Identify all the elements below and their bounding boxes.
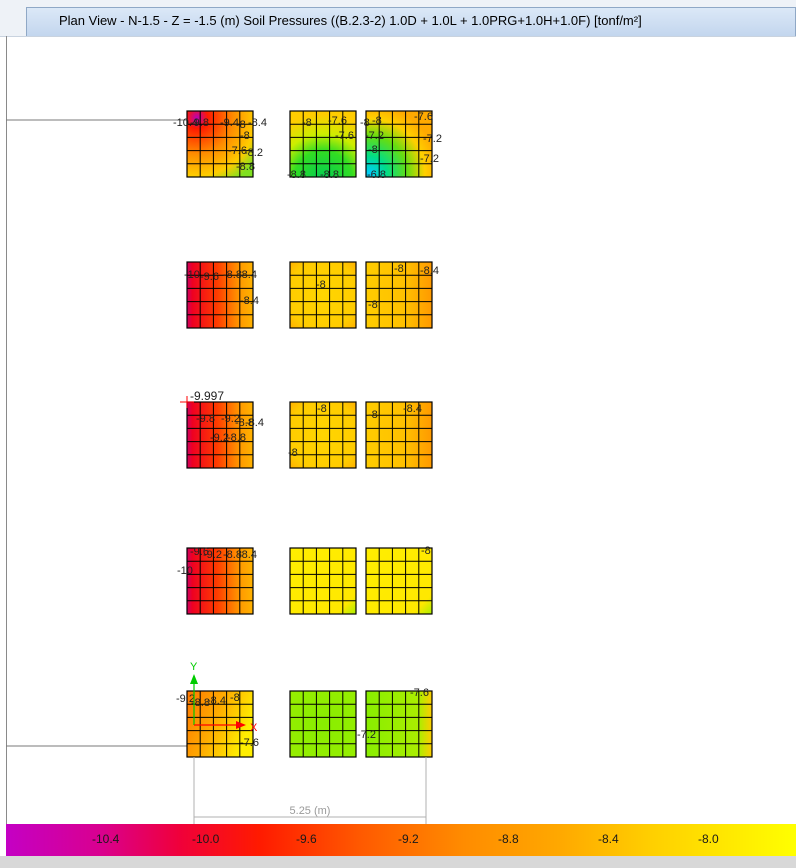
contour-label: -7.2 — [357, 729, 376, 741]
footing-panel[interactable] — [365, 547, 433, 615]
dimension-line: 5.25 (m) — [193, 757, 427, 824]
axis-y-label: Y — [190, 661, 198, 673]
plan-view-canvas[interactable]: -10.4-9.8 -9.4-8 -8.4-8-7.6-8.2-8.8-8 -7.6-… — [0, 36, 796, 824]
footing-panel[interactable] — [186, 547, 254, 615]
contour-label: -8 — [317, 403, 327, 415]
contour-label: -10 — [184, 269, 200, 281]
annotations-layer: -10.4-9.8 -9.4-8 -8.4-8-7.6-8.2-8.8-8 -7.6-… — [173, 111, 442, 824]
contour-label: -8.8 — [320, 169, 339, 181]
footing-panel[interactable] — [186, 401, 254, 469]
dimension-label: 5.25 (m) — [290, 805, 331, 817]
footing-panel[interactable] — [186, 110, 254, 178]
contour-label: -8 — [316, 279, 326, 291]
contour-label: -6.8 — [367, 169, 386, 181]
window-titlebar: Plan View - N-1.5 - Z = -1.5 (m) Soil Pr… — [0, 0, 796, 37]
contour-label: -7.2 — [423, 133, 442, 145]
legend-label: -8.0 — [698, 832, 719, 846]
contour-label: -7.6 — [410, 687, 429, 699]
contour-label: -9.997 — [190, 389, 224, 403]
contour-label: -8.8 — [227, 432, 246, 444]
legend-label: -9.6 — [296, 832, 317, 846]
footing-panel[interactable] — [289, 261, 357, 329]
contour-label: -8 — [394, 263, 404, 275]
contour-label: -7.6 — [228, 145, 247, 157]
axis-x-label: X — [250, 722, 258, 734]
contour-label: -8.4 — [248, 117, 267, 129]
contour-label: -8.8 — [191, 697, 210, 709]
contour-label: -9.8 — [196, 413, 215, 425]
footings-layer — [186, 110, 433, 758]
footing-panel[interactable] — [365, 261, 433, 329]
status-bar — [0, 856, 796, 868]
contour-label: -8 — [421, 545, 431, 557]
legend-label: -10.4 — [92, 832, 120, 846]
contour-label: -8.8 — [235, 417, 254, 429]
contour-label: -9.6 — [200, 271, 219, 283]
contour-label: -9.4 — [220, 117, 239, 129]
contour-label: -7.2 — [365, 130, 384, 142]
contour-label: -8.4 — [207, 695, 226, 707]
contour-label: -8.4 — [245, 417, 264, 429]
contour-label: -8 — [368, 409, 378, 421]
legend-label: -10.0 — [192, 832, 220, 846]
axis-triad: YX — [190, 661, 258, 734]
contour-label: -9.8 — [190, 117, 209, 129]
view-title-tab[interactable]: Plan View - N-1.5 - Z = -1.5 (m) Soil Pr… — [26, 7, 796, 36]
contour-label: -8.4 — [238, 549, 257, 561]
footing-panel[interactable] — [289, 690, 357, 758]
footing-panel[interactable] — [365, 401, 433, 469]
contour-label: -8.4 — [420, 265, 439, 277]
contour-label: -7.6 — [240, 737, 259, 749]
contour-label: -7.6 — [328, 115, 347, 127]
footing-panel[interactable] — [365, 110, 433, 178]
contour-label: -9.2 — [203, 549, 222, 561]
contour-label: -8.8 — [287, 169, 306, 181]
contour-label: -9.2 — [210, 432, 229, 444]
legend-label: -8.8 — [498, 832, 519, 846]
contour-label: -9.2 — [221, 413, 240, 425]
contour-label: -9.2 — [176, 693, 195, 705]
contour-label: -8 — [302, 117, 312, 129]
left-border — [6, 36, 7, 824]
color-scale-legend: -10.4 -10.0 -9.6 -9.2 -8.8 -8.4 -8.0 — [6, 824, 796, 856]
contour-label: -8 — [368, 144, 378, 156]
footing-panel[interactable] — [289, 110, 357, 178]
contour-label: -7.2 — [420, 153, 439, 165]
footing-panel[interactable] — [186, 261, 254, 329]
legend-label: -8.4 — [598, 832, 619, 846]
contour-label: -8 — [230, 692, 240, 704]
footing-panel[interactable] — [365, 690, 433, 758]
contour-label: -8.8 — [236, 161, 255, 173]
contour-label: -8.8 — [223, 549, 242, 561]
contour-label: -8 — [288, 447, 298, 459]
contour-label: -8 — [372, 115, 382, 127]
contour-label: -9.6 — [190, 546, 209, 558]
contour-label: -8.4 — [403, 403, 422, 415]
view-title: Plan View - N-1.5 - Z = -1.5 (m) Soil Pr… — [59, 13, 642, 28]
contour-label: -8.8 — [223, 269, 242, 281]
legend-label: -9.2 — [398, 832, 419, 846]
contour-label: -8 — [236, 119, 246, 131]
footing-panel[interactable] — [289, 547, 357, 615]
contour-label: -8 — [360, 117, 370, 129]
contour-label: -8.2 — [244, 147, 263, 159]
contour-label: -7.6 — [335, 130, 354, 142]
footing-panel[interactable] — [289, 401, 357, 469]
contour-label: -7.6 — [414, 111, 433, 123]
contour-label: -8.4 — [240, 295, 259, 307]
contour-label: -10.4 — [173, 117, 198, 129]
contour-label: -8.4 — [238, 269, 257, 281]
contour-label: -8 — [240, 130, 250, 142]
contour-label: -10 — [177, 565, 193, 577]
contour-label: -8 — [368, 299, 378, 311]
